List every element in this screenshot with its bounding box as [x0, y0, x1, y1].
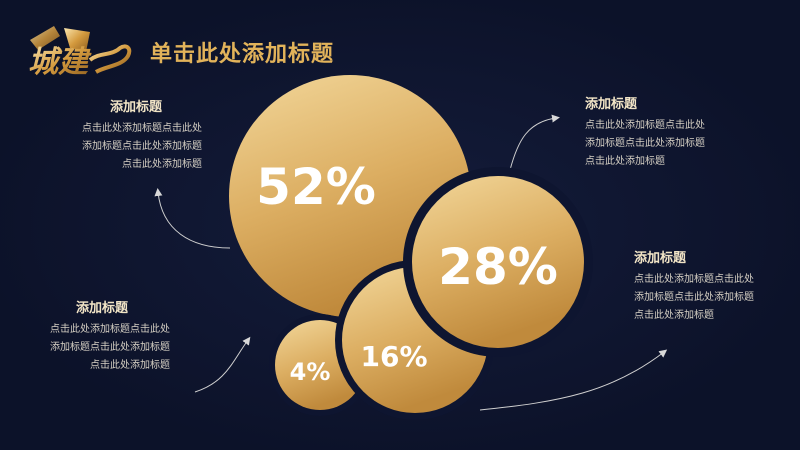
- block-line: 点击此处添加标题点击此处: [634, 274, 754, 285]
- block-title: 添加标题: [109, 100, 162, 115]
- value-28: 28%: [438, 238, 558, 296]
- text-block-bottom-left: 添加标题 点击此处添加标题点击此处 添加标题点击此处添加标题 点击此处添加标题: [34, 297, 170, 375]
- block-title: 添加标题: [585, 97, 638, 112]
- block-line: 点击此处添加标题: [122, 159, 202, 170]
- block-line: 添加标题点击此处添加标题: [585, 138, 705, 149]
- block-line: 添加标题点击此处添加标题: [82, 141, 202, 152]
- connector-bottom-right: [479, 349, 668, 411]
- circle-28: [412, 176, 584, 348]
- block-line: 点击此处添加标题点击此处: [82, 123, 202, 134]
- connector-bottom-left: [194, 336, 251, 393]
- block-line: 点击此处添加标题: [585, 156, 665, 167]
- brand-logo: 城建: [28, 26, 132, 80]
- value-52: 52%: [256, 158, 376, 216]
- block-line: 点击此处添加标题: [634, 310, 714, 321]
- text-block-top-left: 添加标题 点击此处添加标题点击此处 添加标题点击此处添加标题 点击此处添加标题: [70, 96, 202, 174]
- block-title: 添加标题: [634, 251, 687, 266]
- block-title: 添加标题: [75, 301, 128, 316]
- block-line: 点击此处添加标题点击此处: [50, 324, 170, 335]
- block-line: 点击此处添加标题点击此处: [585, 120, 705, 131]
- block-line: 点击此处添加标题: [90, 360, 170, 371]
- block-line: 添加标题点击此处添加标题: [634, 292, 754, 303]
- page-title: 单击此处添加标题: [150, 42, 335, 67]
- logo-text: 城建: [28, 45, 92, 80]
- connector-top-left: [154, 188, 231, 249]
- connector-top-right: [509, 114, 560, 171]
- value-4: 4%: [290, 358, 331, 386]
- value-16: 16%: [360, 340, 427, 373]
- block-line: 添加标题点击此处添加标题: [50, 342, 170, 353]
- text-block-top-right: 添加标题 点击此处添加标题点击此处 添加标题点击此处添加标题 点击此处添加标题: [585, 93, 725, 171]
- text-block-bottom-right: 添加标题 点击此处添加标题点击此处 添加标题点击此处添加标题 点击此处添加标题: [634, 247, 784, 325]
